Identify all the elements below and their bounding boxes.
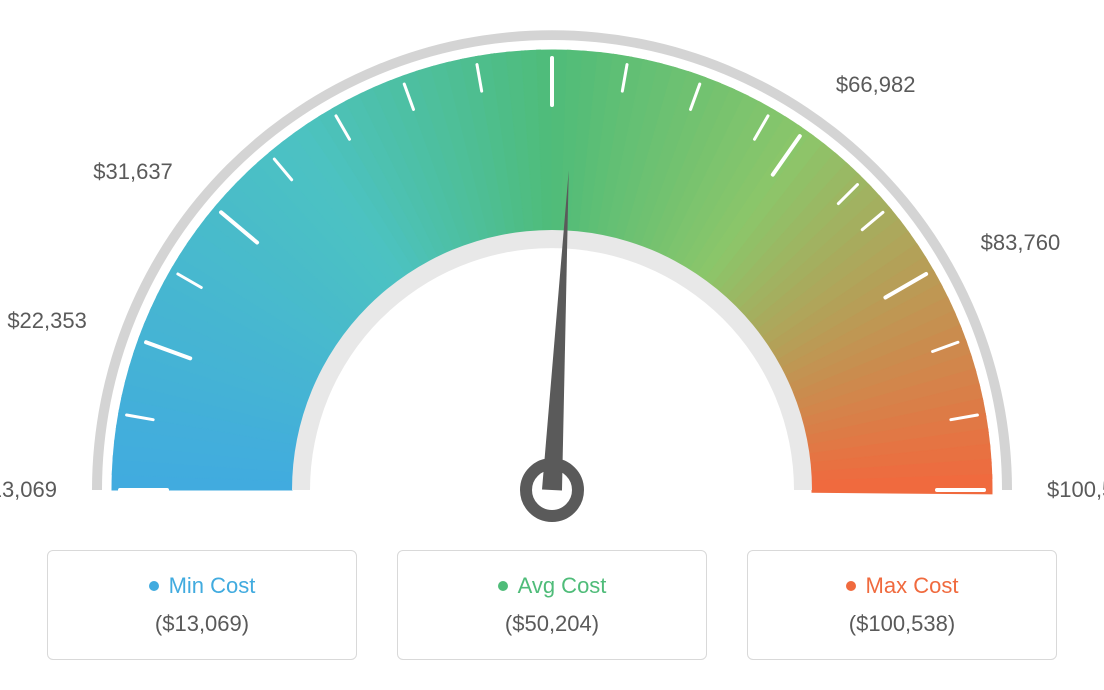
legend-label-min: Min Cost	[169, 573, 256, 599]
gauge-tick-label: $22,353	[7, 308, 87, 334]
legend-box-avg: Avg Cost ($50,204)	[397, 550, 707, 660]
legend-title-min: Min Cost	[149, 573, 256, 599]
legend-label-max: Max Cost	[866, 573, 959, 599]
gauge-tick-label: $66,982	[836, 72, 916, 98]
legend-row: Min Cost ($13,069) Avg Cost ($50,204) Ma…	[0, 550, 1104, 660]
legend-dot-max	[846, 581, 856, 591]
legend-box-max: Max Cost ($100,538)	[747, 550, 1057, 660]
gauge-tick-label: $13,069	[0, 477, 57, 503]
gauge-svg	[0, 0, 1104, 540]
gauge-chart: $13,069$22,353$31,637$50,204$66,982$83,7…	[0, 0, 1104, 540]
legend-label-avg: Avg Cost	[518, 573, 607, 599]
legend-box-min: Min Cost ($13,069)	[47, 550, 357, 660]
legend-value-avg: ($50,204)	[505, 611, 599, 637]
gauge-tick-label: $100,538	[1047, 477, 1104, 503]
legend-title-max: Max Cost	[846, 573, 959, 599]
legend-title-avg: Avg Cost	[498, 573, 607, 599]
legend-dot-avg	[498, 581, 508, 591]
legend-value-max: ($100,538)	[849, 611, 955, 637]
gauge-tick-label: $83,760	[981, 230, 1061, 256]
legend-dot-min	[149, 581, 159, 591]
legend-value-min: ($13,069)	[155, 611, 249, 637]
gauge-tick-label: $31,637	[93, 159, 173, 185]
